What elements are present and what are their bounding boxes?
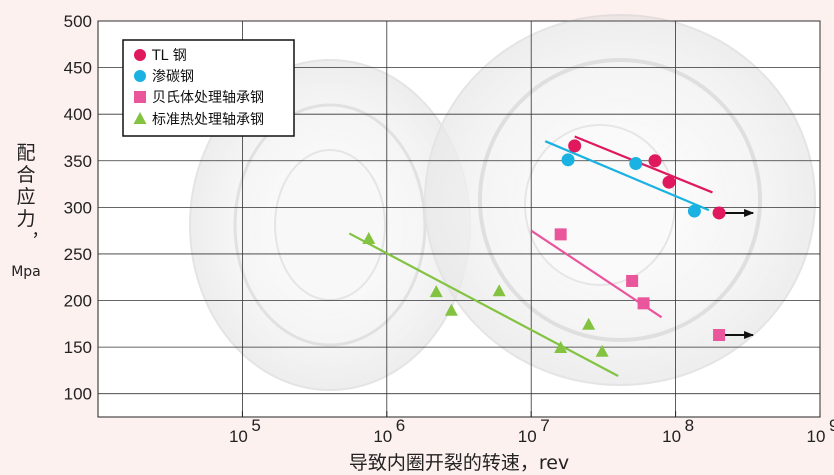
bearing-background-image <box>189 14 816 391</box>
legend-marker-standard-steel <box>133 112 147 124</box>
y-tick-label: 250 <box>64 245 92 264</box>
data-point-贝氏体处理轴承钢 <box>713 329 726 342</box>
x-tick-label: 10 <box>662 427 681 446</box>
fit-lines <box>348 135 713 377</box>
legend-label-standard-steel: 标准热处理轴承钢 <box>152 112 264 128</box>
x-tick-label: 10 <box>518 427 537 446</box>
legend-label-carburized-steel: 渗碳钢 <box>152 69 194 85</box>
x-tick-exponent: 8 <box>685 416 694 435</box>
data-point-标准热处理轴承钢 <box>595 344 609 357</box>
data-points <box>362 139 755 357</box>
y-tick-label: 300 <box>64 198 92 217</box>
legend: TL 钢 渗碳钢 贝氏体处理轴承钢 标准热处理轴承钢 <box>122 39 295 137</box>
legend-box <box>122 39 295 137</box>
x-tick-label: 10 <box>373 427 392 446</box>
data-point-标准热处理轴承钢 <box>444 303 458 316</box>
y-axis-unit: Mpa <box>11 264 41 280</box>
data-point-标准热处理轴承钢 <box>582 317 596 330</box>
x-tick-exponent: 6 <box>396 416 405 435</box>
data-point-标准热处理轴承钢 <box>554 341 568 354</box>
legend-marker-tl-steel <box>134 49 146 61</box>
y-axis-title: 配 合 应 力 ， Mpa <box>11 142 48 280</box>
y-tick-label: 450 <box>64 59 92 78</box>
fit-line-TL-钢 <box>574 135 713 194</box>
y-tick-label: 100 <box>64 385 92 404</box>
data-point-渗碳钢 <box>629 157 643 171</box>
data-point-标准热处理轴承钢 <box>362 232 376 245</box>
x-tick-exponent: 9 <box>829 416 834 435</box>
y-tick-label: 500 <box>64 12 92 31</box>
data-point-渗碳钢 <box>561 153 575 167</box>
data-point-TL-钢 <box>662 175 676 189</box>
legend-label-bainite-steel: 贝氏体处理轴承钢 <box>152 90 264 106</box>
y-axis-title-char-3: 应 <box>16 186 35 208</box>
x-tick-exponent: 7 <box>540 416 549 435</box>
y-tick-label: 400 <box>64 105 92 124</box>
y-axis-title-char-4: 力 <box>16 208 35 230</box>
data-point-TL-钢 <box>568 139 582 153</box>
x-axis-title: 导致内圈开裂的转速，rev <box>349 452 569 474</box>
data-point-标准热处理轴承钢 <box>429 285 443 298</box>
data-point-TL-钢 <box>712 206 726 220</box>
y-tick-label: 350 <box>64 152 92 171</box>
legend-label-tl-steel: TL 钢 <box>151 48 187 64</box>
data-point-标准热处理轴承钢 <box>492 284 506 297</box>
axes: 1001502002503003504004505001051061071081… <box>64 12 834 446</box>
legend-marker-bainite-steel <box>134 91 146 103</box>
y-axis-title-char-1: 配 <box>16 142 35 164</box>
y-tick-label: 200 <box>64 292 92 311</box>
y-axis-title-char-2: 合 <box>16 164 35 186</box>
data-point-渗碳钢 <box>687 204 701 218</box>
fit-line-渗碳钢 <box>544 140 710 212</box>
x-tick-label: 10 <box>229 427 248 446</box>
data-point-TL-钢 <box>648 154 662 168</box>
data-point-贝氏体处理轴承钢 <box>637 297 650 310</box>
y-tick-label: 150 <box>64 338 92 357</box>
data-point-贝氏体处理轴承钢 <box>554 228 567 241</box>
data-point-贝氏体处理轴承钢 <box>626 274 639 287</box>
fit-line-标准热处理轴承钢 <box>348 232 619 377</box>
x-tick-exponent: 5 <box>251 416 260 435</box>
legend-marker-carburized-steel <box>134 70 146 82</box>
y-axis-title-char-5: ， <box>32 221 49 241</box>
x-tick-label: 10 <box>807 427 826 446</box>
